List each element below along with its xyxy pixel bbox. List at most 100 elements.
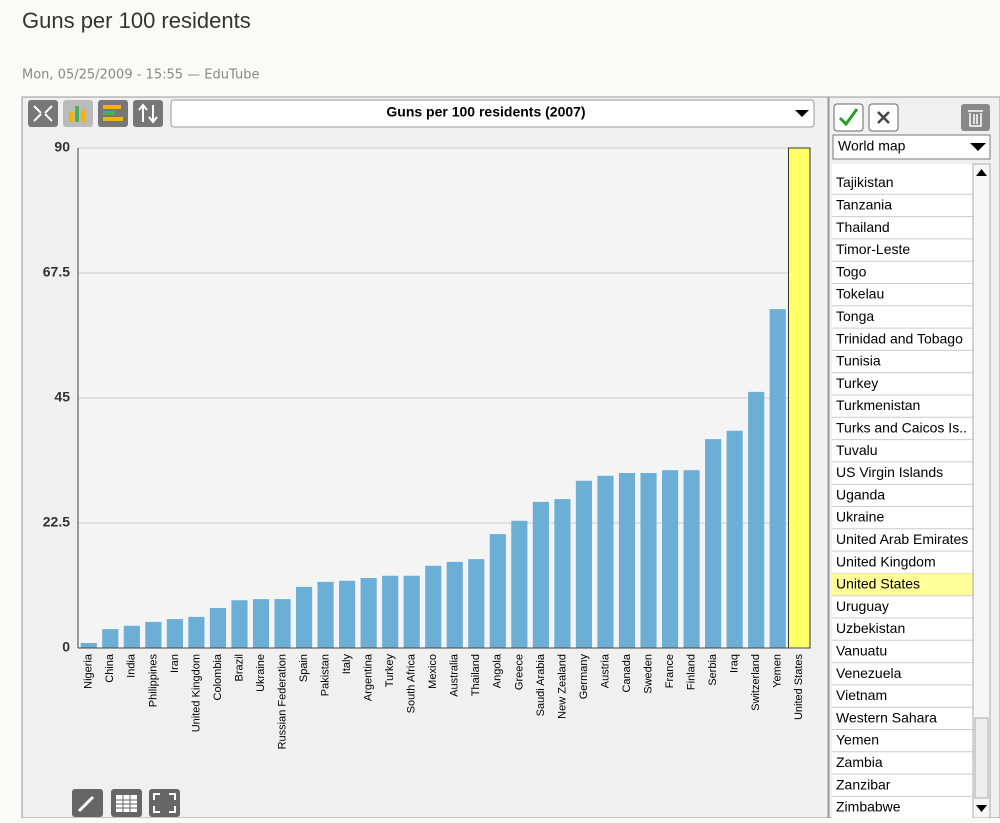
x-tick-label: Australia bbox=[449, 653, 461, 697]
country-item[interactable]: Tajikistan bbox=[836, 174, 894, 190]
x-tick-label: Philippines bbox=[147, 654, 159, 708]
x-tick-label: Russian Federation bbox=[276, 654, 288, 749]
scroll-down[interactable] bbox=[976, 805, 987, 812]
bar bbox=[787, 147, 811, 649]
bar bbox=[145, 621, 162, 648]
country-item[interactable]: Tokelau bbox=[836, 286, 884, 302]
scroll-up[interactable] bbox=[976, 169, 987, 176]
post-meta: Mon, 05/25/2009 - 15:55 — EduTube bbox=[22, 68, 259, 83]
x-tick-label: Switzerland bbox=[750, 654, 762, 711]
bar bbox=[640, 473, 657, 648]
country-list bbox=[832, 164, 973, 818]
country-item[interactable]: Zimbabwe bbox=[836, 799, 901, 815]
toolbar: Guns per 100 residents (2007) bbox=[28, 99, 815, 128]
selected-row bbox=[832, 573, 973, 596]
country-item[interactable]: Vietnam bbox=[836, 687, 887, 703]
bar bbox=[123, 625, 140, 648]
country-item[interactable]: Zanzibar bbox=[836, 776, 891, 792]
x-tick-label: Brazil bbox=[233, 654, 245, 682]
x-tick-label: Mexico bbox=[427, 654, 439, 689]
trash-icon bbox=[968, 110, 983, 127]
country-item[interactable]: Turkmenistan bbox=[836, 397, 920, 413]
country-item[interactable]: Western Sahara bbox=[836, 709, 937, 725]
country-item[interactable]: Turkey bbox=[836, 375, 878, 391]
country-item[interactable]: Zambia bbox=[836, 754, 883, 770]
icon-part bbox=[81, 110, 85, 122]
fullscreen-button[interactable] bbox=[149, 789, 180, 817]
bar bbox=[382, 575, 399, 648]
country-item[interactable]: Timor-Leste bbox=[836, 241, 910, 257]
x-tick-label: Ukraine bbox=[255, 654, 267, 692]
bar bbox=[80, 643, 97, 648]
icon-part bbox=[75, 106, 79, 122]
bar bbox=[209, 608, 227, 648]
bar bbox=[726, 430, 743, 648]
country-item[interactable]: Tunisia bbox=[836, 353, 881, 369]
indicator-select[interactable] bbox=[170, 99, 815, 128]
sort-icon bbox=[138, 103, 158, 124]
country-item[interactable]: Tuvalu bbox=[836, 442, 878, 458]
x-tick-label: Serbia bbox=[707, 653, 719, 686]
map-select[interactable] bbox=[832, 134, 991, 160]
x-tick-label: Thailand bbox=[470, 654, 482, 696]
x-tick-label: United States bbox=[793, 654, 805, 721]
dropdown-arrow bbox=[795, 110, 809, 117]
bar bbox=[102, 629, 119, 648]
check-icon bbox=[838, 108, 859, 127]
x-tick-label: Spain bbox=[298, 654, 310, 682]
country-item[interactable]: Uganda bbox=[836, 486, 885, 502]
country-item[interactable]: United Kingdom bbox=[836, 553, 936, 569]
sort-button[interactable] bbox=[133, 100, 163, 127]
country-item[interactable]: Uzbekistan bbox=[836, 620, 905, 636]
x-tick-label: Germany bbox=[578, 654, 590, 700]
x-tick-label: Pakistan bbox=[319, 654, 331, 696]
y-tick-label: 0 bbox=[62, 639, 70, 655]
country-item[interactable]: Uruguay bbox=[836, 598, 889, 614]
bar bbox=[661, 470, 679, 648]
bar bbox=[360, 578, 377, 648]
country-item[interactable]: Tanzania bbox=[836, 197, 892, 213]
y-tick-label: 45 bbox=[54, 389, 70, 405]
x-tick-label: Argentina bbox=[363, 653, 375, 701]
bar bbox=[618, 473, 636, 648]
map-select-label: World map bbox=[838, 138, 906, 154]
x-tick-label: Canada bbox=[621, 653, 633, 692]
bottom-tools bbox=[72, 789, 180, 817]
bar bbox=[252, 599, 270, 648]
y-tick-label: 22.5 bbox=[43, 514, 70, 530]
country-item[interactable]: Togo bbox=[836, 263, 867, 279]
collapse-icon bbox=[33, 105, 53, 122]
country-item[interactable]: US Virgin Islands bbox=[836, 464, 943, 480]
x-tick-label: United Kingdom bbox=[190, 654, 202, 732]
country-item[interactable]: Thailand bbox=[836, 219, 890, 235]
country-item[interactable]: Vanuatu bbox=[836, 643, 887, 659]
x-tick-label: Saudi Arabia bbox=[535, 653, 547, 716]
x-tick-label: Italy bbox=[341, 654, 353, 675]
x-tick-label: Yemen bbox=[772, 654, 784, 688]
bar bbox=[403, 575, 420, 648]
bar bbox=[575, 480, 593, 648]
bar bbox=[317, 581, 334, 648]
country-item[interactable]: Ukraine bbox=[836, 509, 884, 525]
bar bbox=[295, 586, 313, 648]
country-item[interactable]: United States bbox=[836, 576, 920, 592]
icon-part bbox=[69, 112, 73, 122]
scroll-thumb[interactable] bbox=[974, 717, 989, 799]
confirm-button[interactable] bbox=[833, 103, 864, 132]
plot: 0 22.5 45 67.5 90 Nigeria China India Philippine… bbox=[43, 139, 811, 749]
country-item[interactable]: United Arab Emirates bbox=[836, 531, 968, 547]
country-item[interactable]: Tonga bbox=[836, 308, 874, 324]
indicator-label: Guns per 100 residents (2007) bbox=[386, 104, 585, 120]
country-item[interactable]: Turks and Caicos Is.. bbox=[836, 420, 967, 436]
country-item[interactable]: Trinidad and Tobago bbox=[836, 330, 963, 346]
collapse-button[interactable] bbox=[28, 100, 58, 127]
x-tick-label: South Africa bbox=[406, 653, 418, 713]
x-tick-label: Colombia bbox=[212, 653, 224, 700]
x-tick-label: China bbox=[104, 653, 116, 683]
country-item[interactable]: Yemen bbox=[836, 732, 879, 748]
bar bbox=[769, 309, 786, 648]
country-item[interactable]: Venezuela bbox=[836, 665, 902, 681]
delete-button[interactable] bbox=[961, 104, 990, 131]
icon-part bbox=[103, 111, 115, 115]
